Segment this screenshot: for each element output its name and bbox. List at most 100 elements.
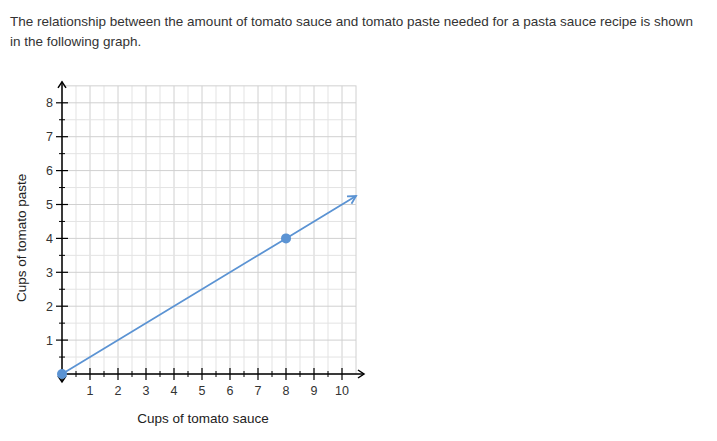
minor-tick xyxy=(244,371,245,377)
minor-grid-line xyxy=(62,187,356,188)
minor-tick xyxy=(272,371,273,377)
minor-tick xyxy=(59,187,65,188)
y-tick xyxy=(56,306,68,307)
x-tick-label: 6 xyxy=(227,384,234,398)
grid-line xyxy=(342,86,343,374)
minor-grid-line xyxy=(216,86,217,374)
y-tick xyxy=(56,204,68,205)
x-axis-label: Cups of tomato sauce xyxy=(137,411,268,426)
x-tick xyxy=(201,368,202,380)
x-tick xyxy=(145,368,146,380)
grid xyxy=(62,86,356,374)
y-tick-label: 6 xyxy=(46,164,53,178)
y-tick xyxy=(56,272,68,273)
y-tick xyxy=(56,170,68,171)
x-tick-label: 3 xyxy=(143,384,150,398)
data-group xyxy=(57,196,356,379)
x-tick-label: 9 xyxy=(311,384,318,398)
minor-tick xyxy=(59,357,65,358)
plot-frame xyxy=(62,86,356,374)
minor-grid-line xyxy=(328,86,329,374)
grid-line xyxy=(62,340,356,341)
x-tick xyxy=(285,368,286,380)
minor-grid-line xyxy=(244,86,245,374)
minor-tick xyxy=(59,153,65,154)
data-point xyxy=(57,369,67,379)
minor-tick xyxy=(59,289,65,290)
y-tick-label: 4 xyxy=(46,232,53,246)
minor-grid-line xyxy=(62,323,356,324)
minor-tick xyxy=(104,371,105,377)
grid-line xyxy=(62,136,356,137)
minor-tick xyxy=(328,371,329,377)
grid-line xyxy=(62,238,356,239)
chart: 1234567891012345678Cups of tomato sauceC… xyxy=(0,0,717,441)
grid-line xyxy=(174,86,175,374)
grid-line xyxy=(90,86,91,374)
x-tick xyxy=(89,368,90,380)
minor-grid-line xyxy=(62,357,356,358)
y-tick-label: 8 xyxy=(46,96,53,110)
x-tick-label: 4 xyxy=(171,384,178,398)
minor-tick xyxy=(300,371,301,377)
x-tick-label: 10 xyxy=(335,384,349,398)
y-tick xyxy=(56,136,68,137)
x-axis-arrow xyxy=(358,370,364,378)
minor-grid-line xyxy=(62,119,356,120)
x-tick xyxy=(229,368,230,380)
grid-line xyxy=(286,86,287,374)
intro-text: The relationship between the amount of t… xyxy=(10,12,700,52)
x-tick xyxy=(341,368,342,380)
minor-tick xyxy=(59,119,65,120)
line-arrowhead xyxy=(347,196,356,204)
grid-line xyxy=(146,86,147,374)
grid-line xyxy=(62,102,356,103)
x-tick-label: 8 xyxy=(283,384,290,398)
grid-line xyxy=(314,86,315,374)
minor-tick xyxy=(216,371,217,377)
minor-grid-line xyxy=(62,255,356,256)
y-tick-label: 1 xyxy=(46,334,53,348)
y-axis-line xyxy=(61,82,63,382)
minor-tick xyxy=(59,221,65,222)
grid-line xyxy=(62,204,356,205)
grid-line xyxy=(230,86,231,374)
y-tick-label: 3 xyxy=(46,266,53,280)
x-tick xyxy=(117,368,118,380)
grid-line xyxy=(202,86,203,374)
data-point xyxy=(281,233,291,243)
data-line xyxy=(62,196,356,374)
minor-grid-line xyxy=(62,289,356,290)
axes: 1234567891012345678 xyxy=(46,82,364,398)
x-tick-label: 1 xyxy=(87,384,94,398)
y-tick xyxy=(56,340,68,341)
minor-grid-line xyxy=(160,86,161,374)
grid-line xyxy=(62,306,356,307)
minor-tick xyxy=(76,371,77,377)
grid-line xyxy=(258,86,259,374)
minor-grid-line xyxy=(104,86,105,374)
y-tick xyxy=(56,238,68,239)
minor-grid-line xyxy=(76,86,77,374)
minor-grid-line xyxy=(272,86,273,374)
y-axis-label: Cups of tomato paste xyxy=(14,174,29,302)
y-tick xyxy=(56,102,68,103)
minor-grid-line xyxy=(188,86,189,374)
x-tick-label: 7 xyxy=(255,384,262,398)
minor-tick xyxy=(59,255,65,256)
minor-tick xyxy=(132,371,133,377)
minor-tick xyxy=(188,371,189,377)
y-axis-arrow xyxy=(58,82,66,88)
minor-grid-line xyxy=(62,153,356,154)
grid-line xyxy=(62,170,356,171)
minor-tick xyxy=(59,323,65,324)
y-tick-label: 7 xyxy=(46,130,53,144)
minor-tick xyxy=(160,371,161,377)
x-tick xyxy=(173,368,174,380)
x-tick xyxy=(313,368,314,380)
x-tick-label: 2 xyxy=(115,384,122,398)
x-tick xyxy=(257,368,258,380)
y-tick-label: 2 xyxy=(46,300,53,314)
y-tick-label: 5 xyxy=(46,198,53,212)
grid-line xyxy=(62,272,356,273)
